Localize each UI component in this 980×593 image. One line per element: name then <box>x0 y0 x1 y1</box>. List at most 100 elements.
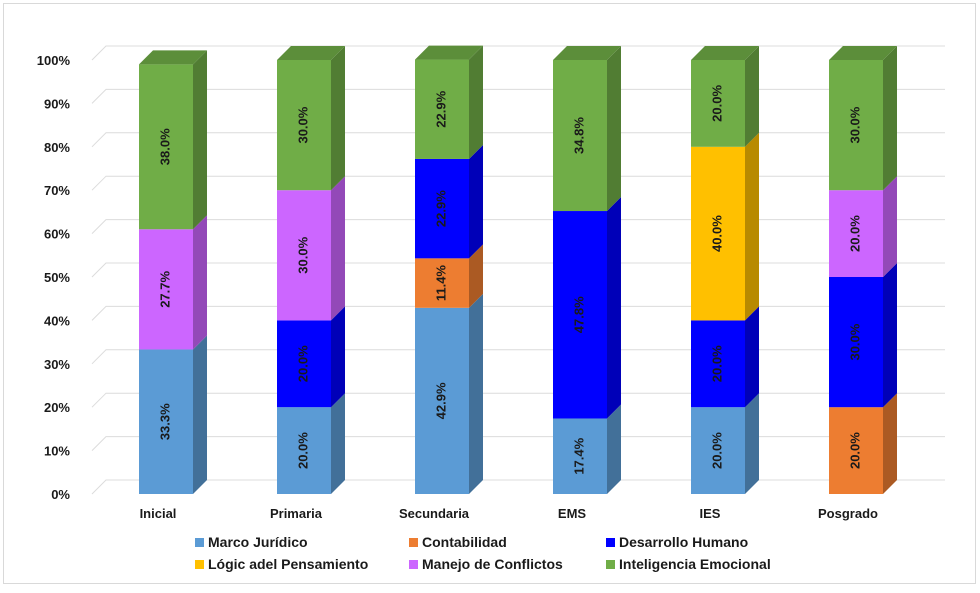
data-label: 38.0% <box>157 128 172 165</box>
bar-segment <box>277 407 331 494</box>
bar-segment-top <box>829 46 897 60</box>
bar-segment <box>829 277 883 408</box>
y-tick-label: 30% <box>44 357 70 372</box>
x-tick-label: Secundaria <box>399 506 470 521</box>
bar-segment-side <box>331 306 345 408</box>
bar-segment-side <box>745 46 759 147</box>
legend-swatch <box>606 537 615 547</box>
data-label: 17.4% <box>571 437 586 474</box>
bar-segment <box>415 158 469 259</box>
legend-label: Lógic adel Pensamiento <box>208 556 369 572</box>
gridline <box>91 436 945 451</box>
gridline <box>91 45 945 61</box>
bar-segment-side <box>607 46 621 212</box>
legend-label: Desarrollo Humano <box>619 534 749 550</box>
data-label: 20.0% <box>709 85 724 122</box>
bar-segment-side <box>745 393 759 494</box>
bar-segment <box>553 418 607 494</box>
data-label: 20.0% <box>709 432 724 469</box>
data-label: 47.8% <box>571 296 586 333</box>
y-tick-label: 10% <box>44 444 70 459</box>
bar-segment-side <box>469 244 483 308</box>
data-label: 22.9% <box>433 90 448 127</box>
gridline <box>91 479 945 495</box>
data-label: 20.0% <box>847 432 862 469</box>
data-label: 30.0% <box>847 106 862 143</box>
gridline <box>91 132 945 148</box>
bar-segment <box>553 211 607 419</box>
bar-segment <box>139 64 193 230</box>
gridline <box>91 88 945 104</box>
data-label: 33.3% <box>157 403 172 440</box>
legend-label: Contabilidad <box>422 534 507 550</box>
legend-item: Desarrollo Humano <box>606 534 748 550</box>
bar-segment-side <box>745 306 759 408</box>
data-label: 20.0% <box>847 215 862 252</box>
data-label: 30.0% <box>295 106 310 143</box>
y-tick-label: 100% <box>37 53 71 68</box>
legend-swatch <box>195 537 204 547</box>
x-tick-label: Primaria <box>270 506 323 521</box>
gridline <box>91 305 945 321</box>
bar-segment-side <box>883 46 897 191</box>
bar-segment-side <box>607 404 621 494</box>
legend-item: Marco Jurídico <box>195 534 308 550</box>
bar-segment <box>829 60 883 191</box>
bar-segment <box>691 146 745 321</box>
data-label: 42.9% <box>433 382 448 419</box>
data-label: 30.0% <box>847 323 862 360</box>
bar-segment-top <box>415 45 483 60</box>
data-label: 30.0% <box>295 236 310 273</box>
bar-segment-side <box>193 50 207 230</box>
bar-segment-side <box>331 176 345 321</box>
y-tick-label: 20% <box>44 400 70 415</box>
data-label: 40.0% <box>709 215 724 252</box>
data-label: 11.4% <box>433 265 448 302</box>
data-label: 34.8% <box>571 117 586 154</box>
bar-segment-side <box>607 197 621 419</box>
bar-segment-side <box>883 263 897 408</box>
bar-segment-side <box>469 293 483 494</box>
data-label: 20.0% <box>295 432 310 469</box>
bar-segment-side <box>331 393 345 494</box>
gridline <box>91 262 945 278</box>
y-tick-label: 90% <box>44 96 70 111</box>
legend-item: Contabilidad <box>409 534 507 550</box>
bar-segment-top <box>691 46 759 60</box>
y-tick-label: 60% <box>44 227 70 242</box>
bar-segment-top <box>139 50 207 65</box>
gridline <box>91 392 945 408</box>
x-tick-label: Posgrado <box>818 506 878 521</box>
bar-segment <box>277 60 331 191</box>
bar-segment-top <box>277 46 345 60</box>
bar-segment <box>553 60 607 212</box>
gridline <box>91 175 945 191</box>
y-tick-label: 0% <box>51 487 70 502</box>
bar-segment <box>277 190 331 321</box>
bar-segment <box>691 407 745 494</box>
bar-segment-side <box>193 215 207 350</box>
legend-swatch <box>606 559 615 569</box>
legend-swatch <box>195 559 204 569</box>
legend-swatch <box>409 559 418 569</box>
chart-border <box>3 3 976 584</box>
y-tick-label: 40% <box>44 313 70 328</box>
data-label: 20.0% <box>295 345 310 382</box>
bar-segment-side <box>883 393 897 494</box>
x-tick-label: Inicial <box>140 506 177 521</box>
y-tick-label: 50% <box>44 270 70 285</box>
bar-segment-side <box>331 46 345 191</box>
bar-segment-side <box>193 335 207 494</box>
data-label: 20.0% <box>709 345 724 382</box>
bar-segment <box>415 59 469 159</box>
legend-item: Lógic adel Pensamiento <box>195 556 368 572</box>
x-tick-label: EMS <box>558 506 587 521</box>
bar-segment <box>415 258 469 308</box>
y-tick-label: 80% <box>44 140 70 155</box>
bar-segment <box>829 190 883 277</box>
bar-segment <box>415 307 469 494</box>
gridline <box>91 219 945 234</box>
bar-segment <box>829 407 883 494</box>
